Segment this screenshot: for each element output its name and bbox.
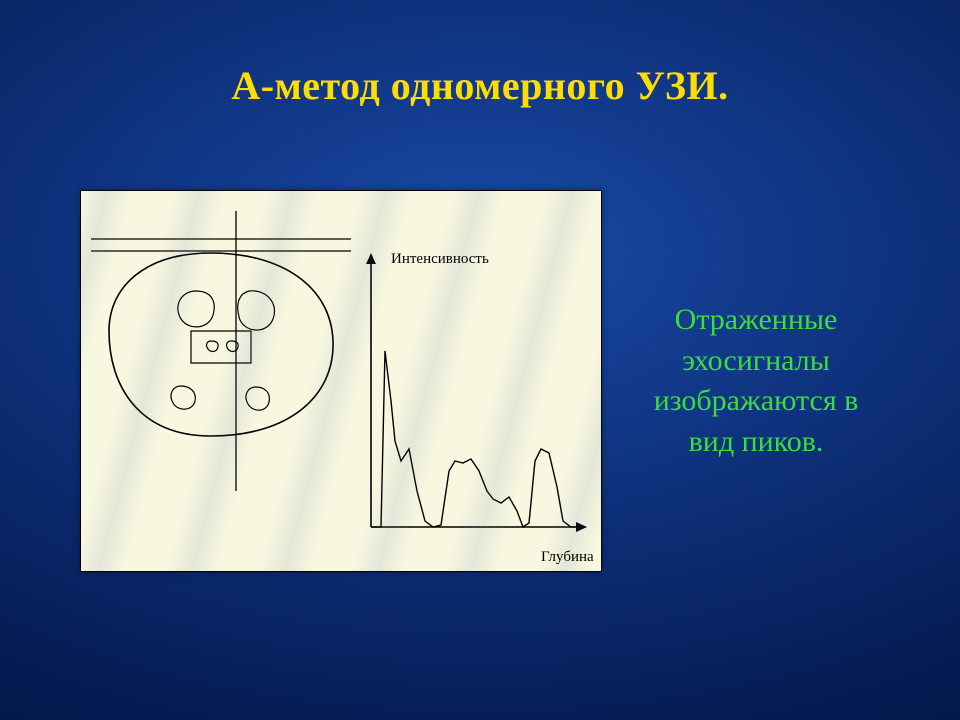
axis-x-label: Глубина [541, 549, 594, 566]
slide-title: А-метод одномерного УЗИ. [0, 62, 960, 109]
axis-y-label: Интенсивность [391, 251, 489, 268]
caption-text: Отраженные эхосигналы изображаются в вид… [632, 300, 880, 462]
diagram-svg [81, 191, 601, 571]
slide: А-метод одномерного УЗИ. Интенсивность Г… [0, 0, 960, 720]
content-row: Интенсивность Глубина Отраженные эхосигн… [80, 190, 880, 572]
a-mode-diagram: Интенсивность Глубина [80, 190, 602, 572]
